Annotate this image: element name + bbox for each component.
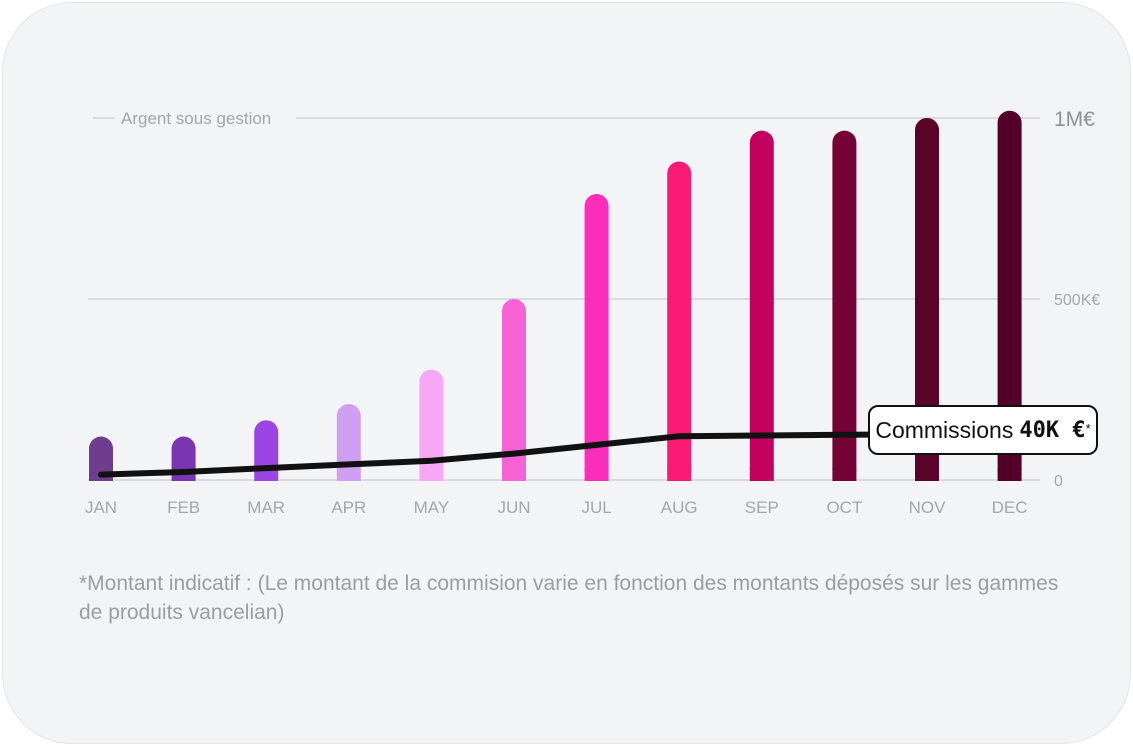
bar-base-apr <box>336 468 361 481</box>
bar-sep <box>749 130 774 482</box>
bar-base-jun <box>502 468 526 481</box>
bar-may <box>419 369 444 481</box>
callout-asterisk: * <box>1085 420 1091 436</box>
x-tick-label: SEP <box>745 498 779 517</box>
x-tick-label: DEC <box>992 498 1028 517</box>
bar-base-dec <box>997 468 1022 481</box>
x-tick-label: NOV <box>909 498 947 517</box>
x-tick-label: APR <box>331 498 366 517</box>
bar-aug <box>667 161 692 481</box>
x-tick-label: MAY <box>414 498 450 517</box>
legend-label: Argent sous gestion <box>121 109 271 128</box>
commissions-line <box>98 431 871 478</box>
x-tick-label: OCT <box>826 498 862 517</box>
bar-dec <box>997 110 1022 481</box>
callout-value: 40K € <box>1019 417 1086 443</box>
callout-label: Commissions <box>875 416 1014 443</box>
x-tick-label: JUL <box>581 498 611 517</box>
y-tick-label: 0 <box>1054 473 1063 490</box>
y-tick-label: 1M€ <box>1054 108 1095 131</box>
commissions-callout: Commissions 40K € * <box>868 405 1098 455</box>
bar-base-nov <box>915 468 939 481</box>
bar-base-aug <box>667 468 692 481</box>
x-tick-label: AUG <box>661 498 698 517</box>
bar-base-oct <box>832 468 857 481</box>
x-tick-label: JAN <box>85 498 117 517</box>
bar-jul <box>584 194 609 481</box>
bar-base-jul <box>584 468 609 481</box>
bar-jun <box>502 299 526 481</box>
bar-base-sep <box>749 468 774 481</box>
bar-nov <box>915 118 939 481</box>
footnote: *Montant indicatif : (Le montant de la c… <box>79 572 1059 624</box>
x-tick-label: MAR <box>247 498 285 517</box>
x-tick-label: JUN <box>497 498 530 517</box>
y-tick-label: 500K€ <box>1054 292 1100 309</box>
x-tick-label: FEB <box>167 498 200 517</box>
bar-oct <box>832 130 857 482</box>
bar-base-may <box>419 468 444 481</box>
